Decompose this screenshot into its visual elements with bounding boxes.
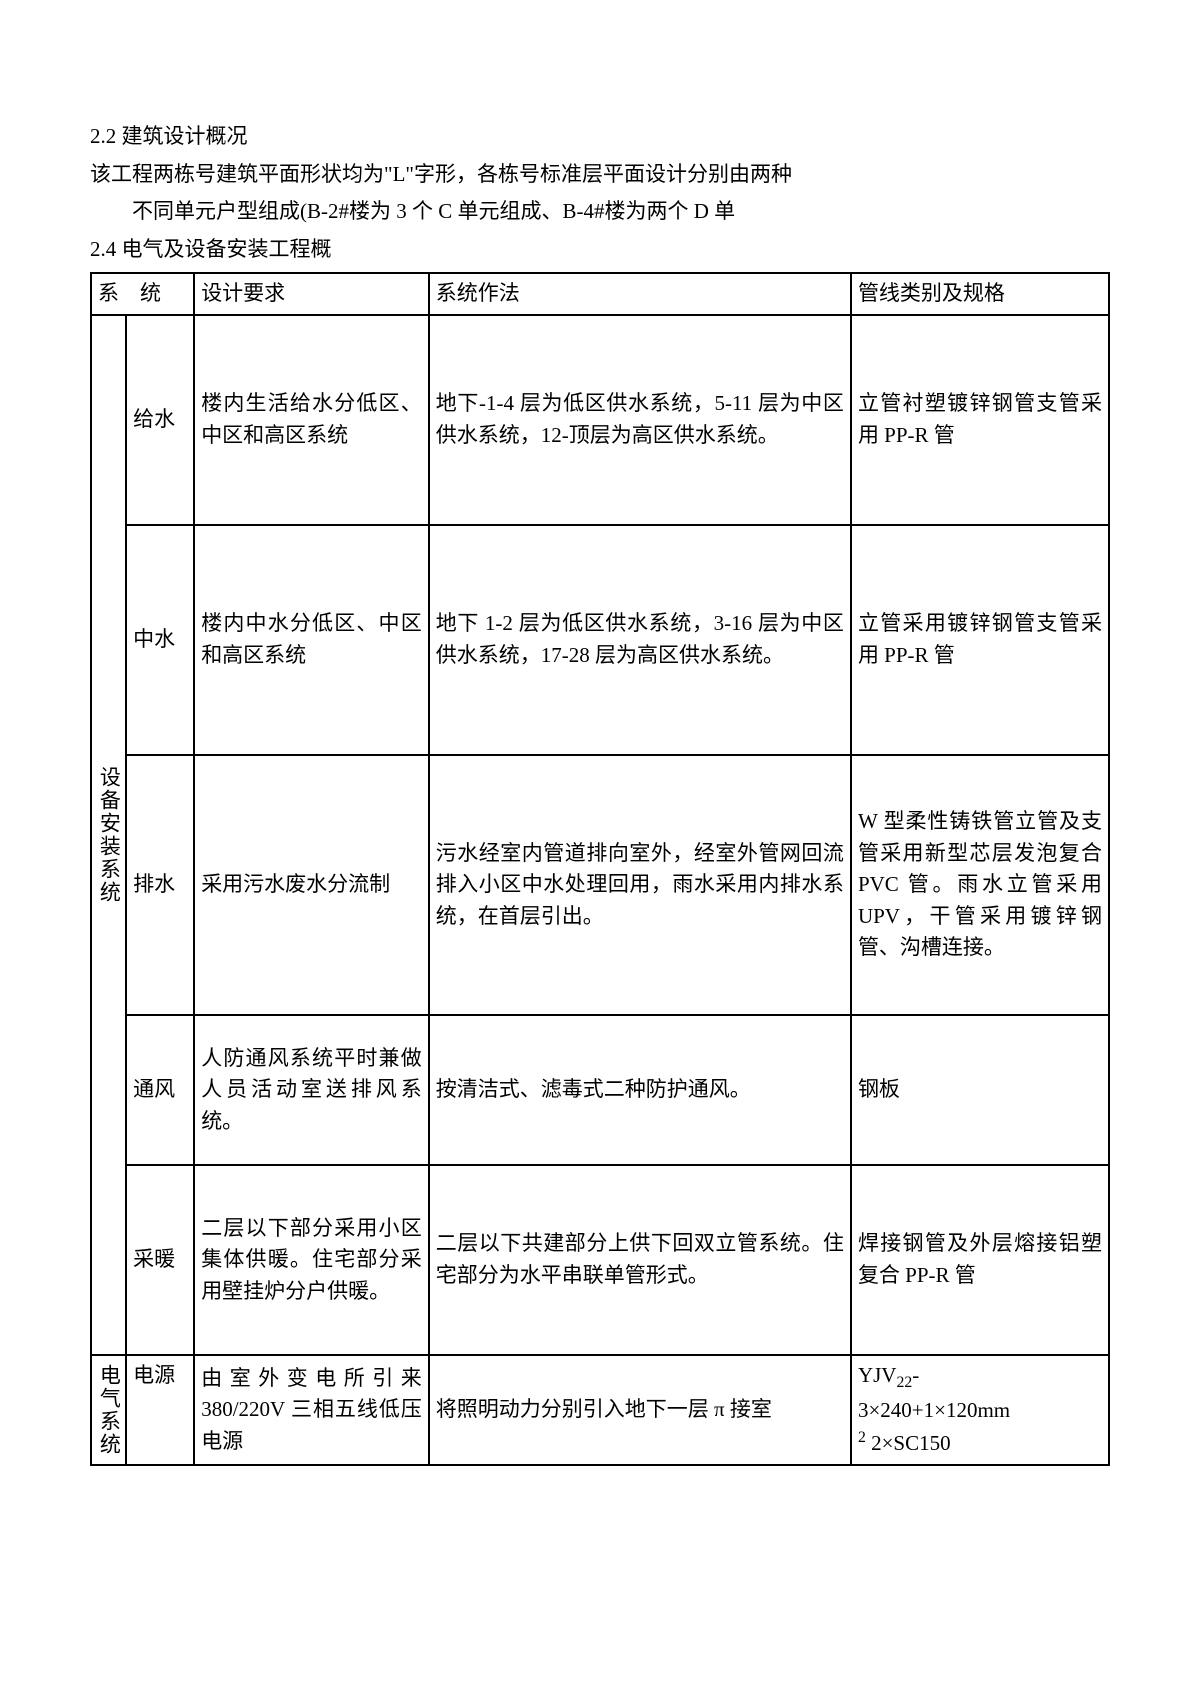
- requirement-power: 由室外变电所引来 380/220V 三相五线低压电源: [194, 1355, 429, 1465]
- header-system: 系 统: [91, 273, 194, 315]
- header-method: 系统作法: [429, 273, 851, 315]
- pipe-power-line2: 3×240+1×120mm: [858, 1398, 1010, 1422]
- method-recycled-water: 地下 1-2 层为低区供水系统，3-16 层为中区供水系统，17-28 层为高区…: [429, 525, 851, 755]
- table-row: 排水 采用污水废水分流制 污水经室内管道排向室外，经室外管网回流排入小区中水处理…: [91, 755, 1109, 1015]
- table-row: 通风 人防通风系统平时兼做人员活动室送排风系统。 按清洁式、滤毒式二种防护通风。…: [91, 1015, 1109, 1165]
- subsystem-heating: 采暖: [126, 1165, 194, 1355]
- specification-table: 系 统 设计要求 系统作法 管线类别及规格 设备安装系统 给水 楼内生活给水分低…: [90, 272, 1110, 1466]
- pipe-power: YJV22- 3×240+1×120mm 2 2×SC150: [851, 1355, 1109, 1465]
- paragraph-line-1: 该工程两栋号建筑平面形状均为"L"字形，各栋号标准层平面设计分别由两种: [90, 158, 1110, 192]
- table-row: 采暖 二层以下部分采用小区集体供暖。住宅部分采用壁挂炉分户供暖。 二层以下共建部…: [91, 1165, 1109, 1355]
- category-equipment-install: 设备安装系统: [91, 315, 126, 1355]
- pipe-power-prefix: YJV: [858, 1363, 897, 1387]
- pipe-recycled-water: 立管采用镀锌钢管支管采用 PP-R 管: [851, 525, 1109, 755]
- header-requirement: 设计要求: [194, 273, 429, 315]
- section-heading-2-4: 2.4 电气及设备安装工程概: [90, 233, 1110, 267]
- table-row: 电气系统 电源 由室外变电所引来 380/220V 三相五线低压电源 将照明动力…: [91, 1355, 1109, 1465]
- requirement-water-supply: 楼内生活给水分低区、中区和高区系统: [194, 315, 429, 525]
- table-header-row: 系 统 设计要求 系统作法 管线类别及规格: [91, 273, 1109, 315]
- pipe-heating: 焊接钢管及外层熔接铝塑复合 PP-R 管: [851, 1165, 1109, 1355]
- requirement-drainage: 采用污水废水分流制: [194, 755, 429, 1015]
- pipe-power-sub: 22: [896, 1374, 912, 1391]
- paragraph-line-2: 不同单元户型组成(B-2#楼为 3 个 C 单元组成、B-4#楼为两个 D 单: [90, 195, 1110, 229]
- method-power: 将照明动力分别引入地下一层 π 接室: [429, 1355, 851, 1465]
- pipe-power-sup: 2: [858, 1429, 866, 1446]
- category-electrical: 电气系统: [91, 1355, 126, 1465]
- method-heating: 二层以下共建部分上供下回双立管系统。住宅部分为水平串联单管形式。: [429, 1165, 851, 1355]
- pipe-power-suffix: -: [912, 1363, 919, 1387]
- method-water-supply: 地下-1-4 层为低区供水系统，5-11 层为中区供水系统，12-顶层为高区供水…: [429, 315, 851, 525]
- pipe-water-supply: 立管衬塑镀锌钢管支管采用 PP-R 管: [851, 315, 1109, 525]
- requirement-ventilation: 人防通风系统平时兼做人员活动室送排风系统。: [194, 1015, 429, 1165]
- subsystem-ventilation: 通风: [126, 1015, 194, 1165]
- method-ventilation: 按清洁式、滤毒式二种防护通风。: [429, 1015, 851, 1165]
- pipe-drainage: W 型柔性铸铁管立管及支管采用新型芯层发泡复合 PVC 管。雨水立管采用 UPV…: [851, 755, 1109, 1015]
- subsystem-recycled-water: 中水: [126, 525, 194, 755]
- requirement-recycled-water: 楼内中水分低区、中区和高区系统: [194, 525, 429, 755]
- method-drainage: 污水经室内管道排向室外，经室外管网回流排入小区中水处理回用，雨水采用内排水系统，…: [429, 755, 851, 1015]
- requirement-heating: 二层以下部分采用小区集体供暖。住宅部分采用壁挂炉分户供暖。: [194, 1165, 429, 1355]
- subsystem-drainage: 排水: [126, 755, 194, 1015]
- pipe-ventilation: 钢板: [851, 1015, 1109, 1165]
- table-row: 中水 楼内中水分低区、中区和高区系统 地下 1-2 层为低区供水系统，3-16 …: [91, 525, 1109, 755]
- table-row: 设备安装系统 给水 楼内生活给水分低区、中区和高区系统 地下-1-4 层为低区供…: [91, 315, 1109, 525]
- section-heading-2-2: 2.2 建筑设计概况: [90, 120, 1110, 154]
- subsystem-water-supply: 给水: [126, 315, 194, 525]
- pipe-power-line3: 2×SC150: [866, 1431, 951, 1455]
- header-pipe: 管线类别及规格: [851, 273, 1109, 315]
- subsystem-power: 电源: [126, 1355, 194, 1465]
